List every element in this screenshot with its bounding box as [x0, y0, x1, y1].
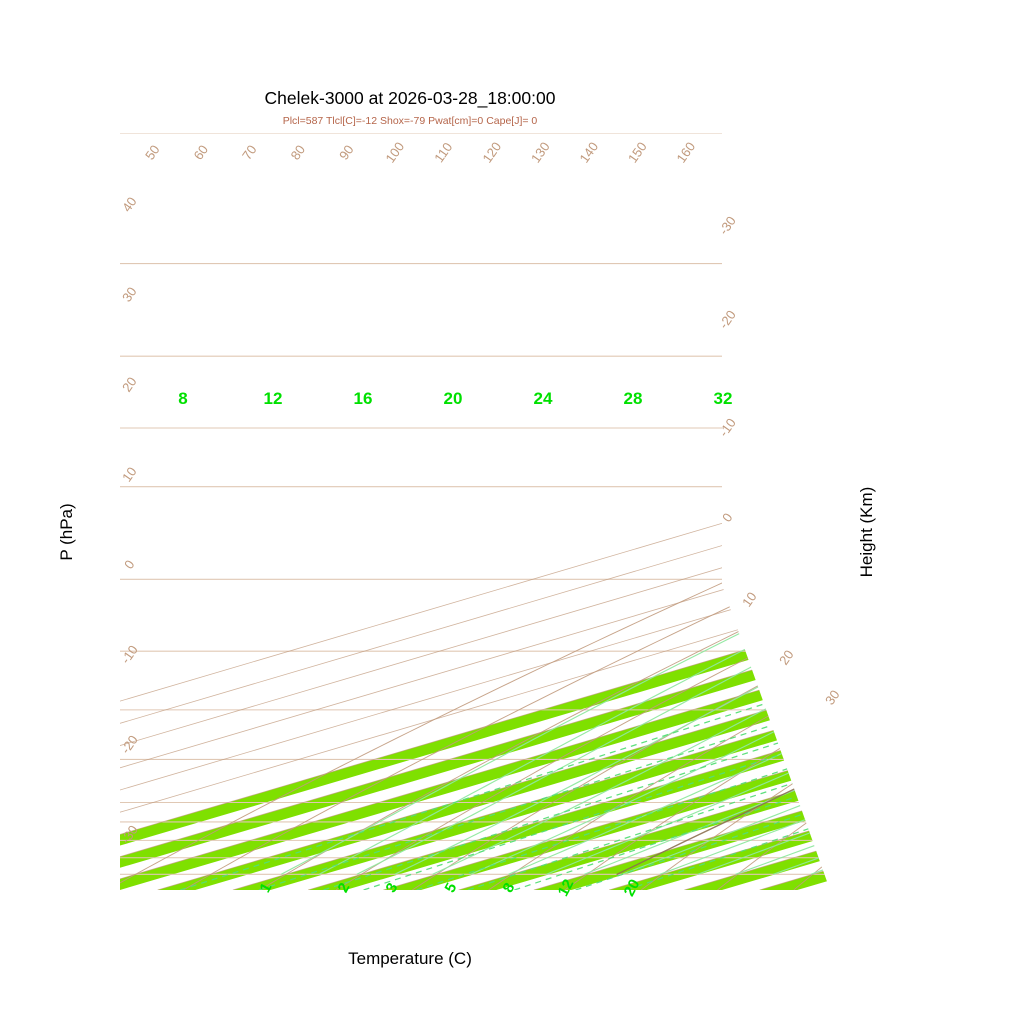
dry-adiabat-label-top: 80: [288, 142, 309, 162]
dry-adiabat-label-left: 30: [119, 284, 140, 304]
isotherm-label: 8: [178, 389, 187, 408]
dry-adiabat-label-top: 60: [191, 142, 212, 162]
dry-adiabat-label-left: 40: [119, 194, 140, 214]
isotherm-label: 32: [714, 389, 733, 408]
dry-adiabat-label-left: 10: [119, 464, 140, 484]
dry-adiabat-label-right: 10: [739, 589, 760, 609]
isotherm-label: 20: [444, 389, 463, 408]
dry-adiabat-label-right: 30: [822, 687, 843, 707]
indices-subtitle: Plcl=587 Tlcl[C]=-12 Shox=-79 Pwat[cm]=0…: [283, 115, 538, 127]
height-axis-label: Height (Km): [857, 487, 876, 578]
y-axis-label: P (hPa): [57, 503, 76, 560]
dry-adiabat-label-right: 20: [776, 647, 797, 667]
isotherm-label: 12: [264, 389, 283, 408]
isotherm-label: 16: [354, 389, 373, 408]
x-axis-label: Temperature (C): [348, 949, 472, 968]
isotherm-label: 28: [624, 389, 643, 408]
mixing-ratio-label: 12: [555, 877, 578, 900]
page-title: Chelek-3000 at 2026-03-28_18:00:00: [265, 88, 556, 109]
dry-adiabat-label-top: 70: [239, 142, 260, 162]
dry-adiabat-label-top: 50: [142, 142, 163, 162]
mixing-ratio-label: 20: [621, 877, 644, 900]
dry-adiabat-label-left: 20: [119, 374, 140, 394]
isotherm-label: 24: [534, 389, 553, 408]
dry-adiabat-label-top: 90: [336, 142, 357, 162]
